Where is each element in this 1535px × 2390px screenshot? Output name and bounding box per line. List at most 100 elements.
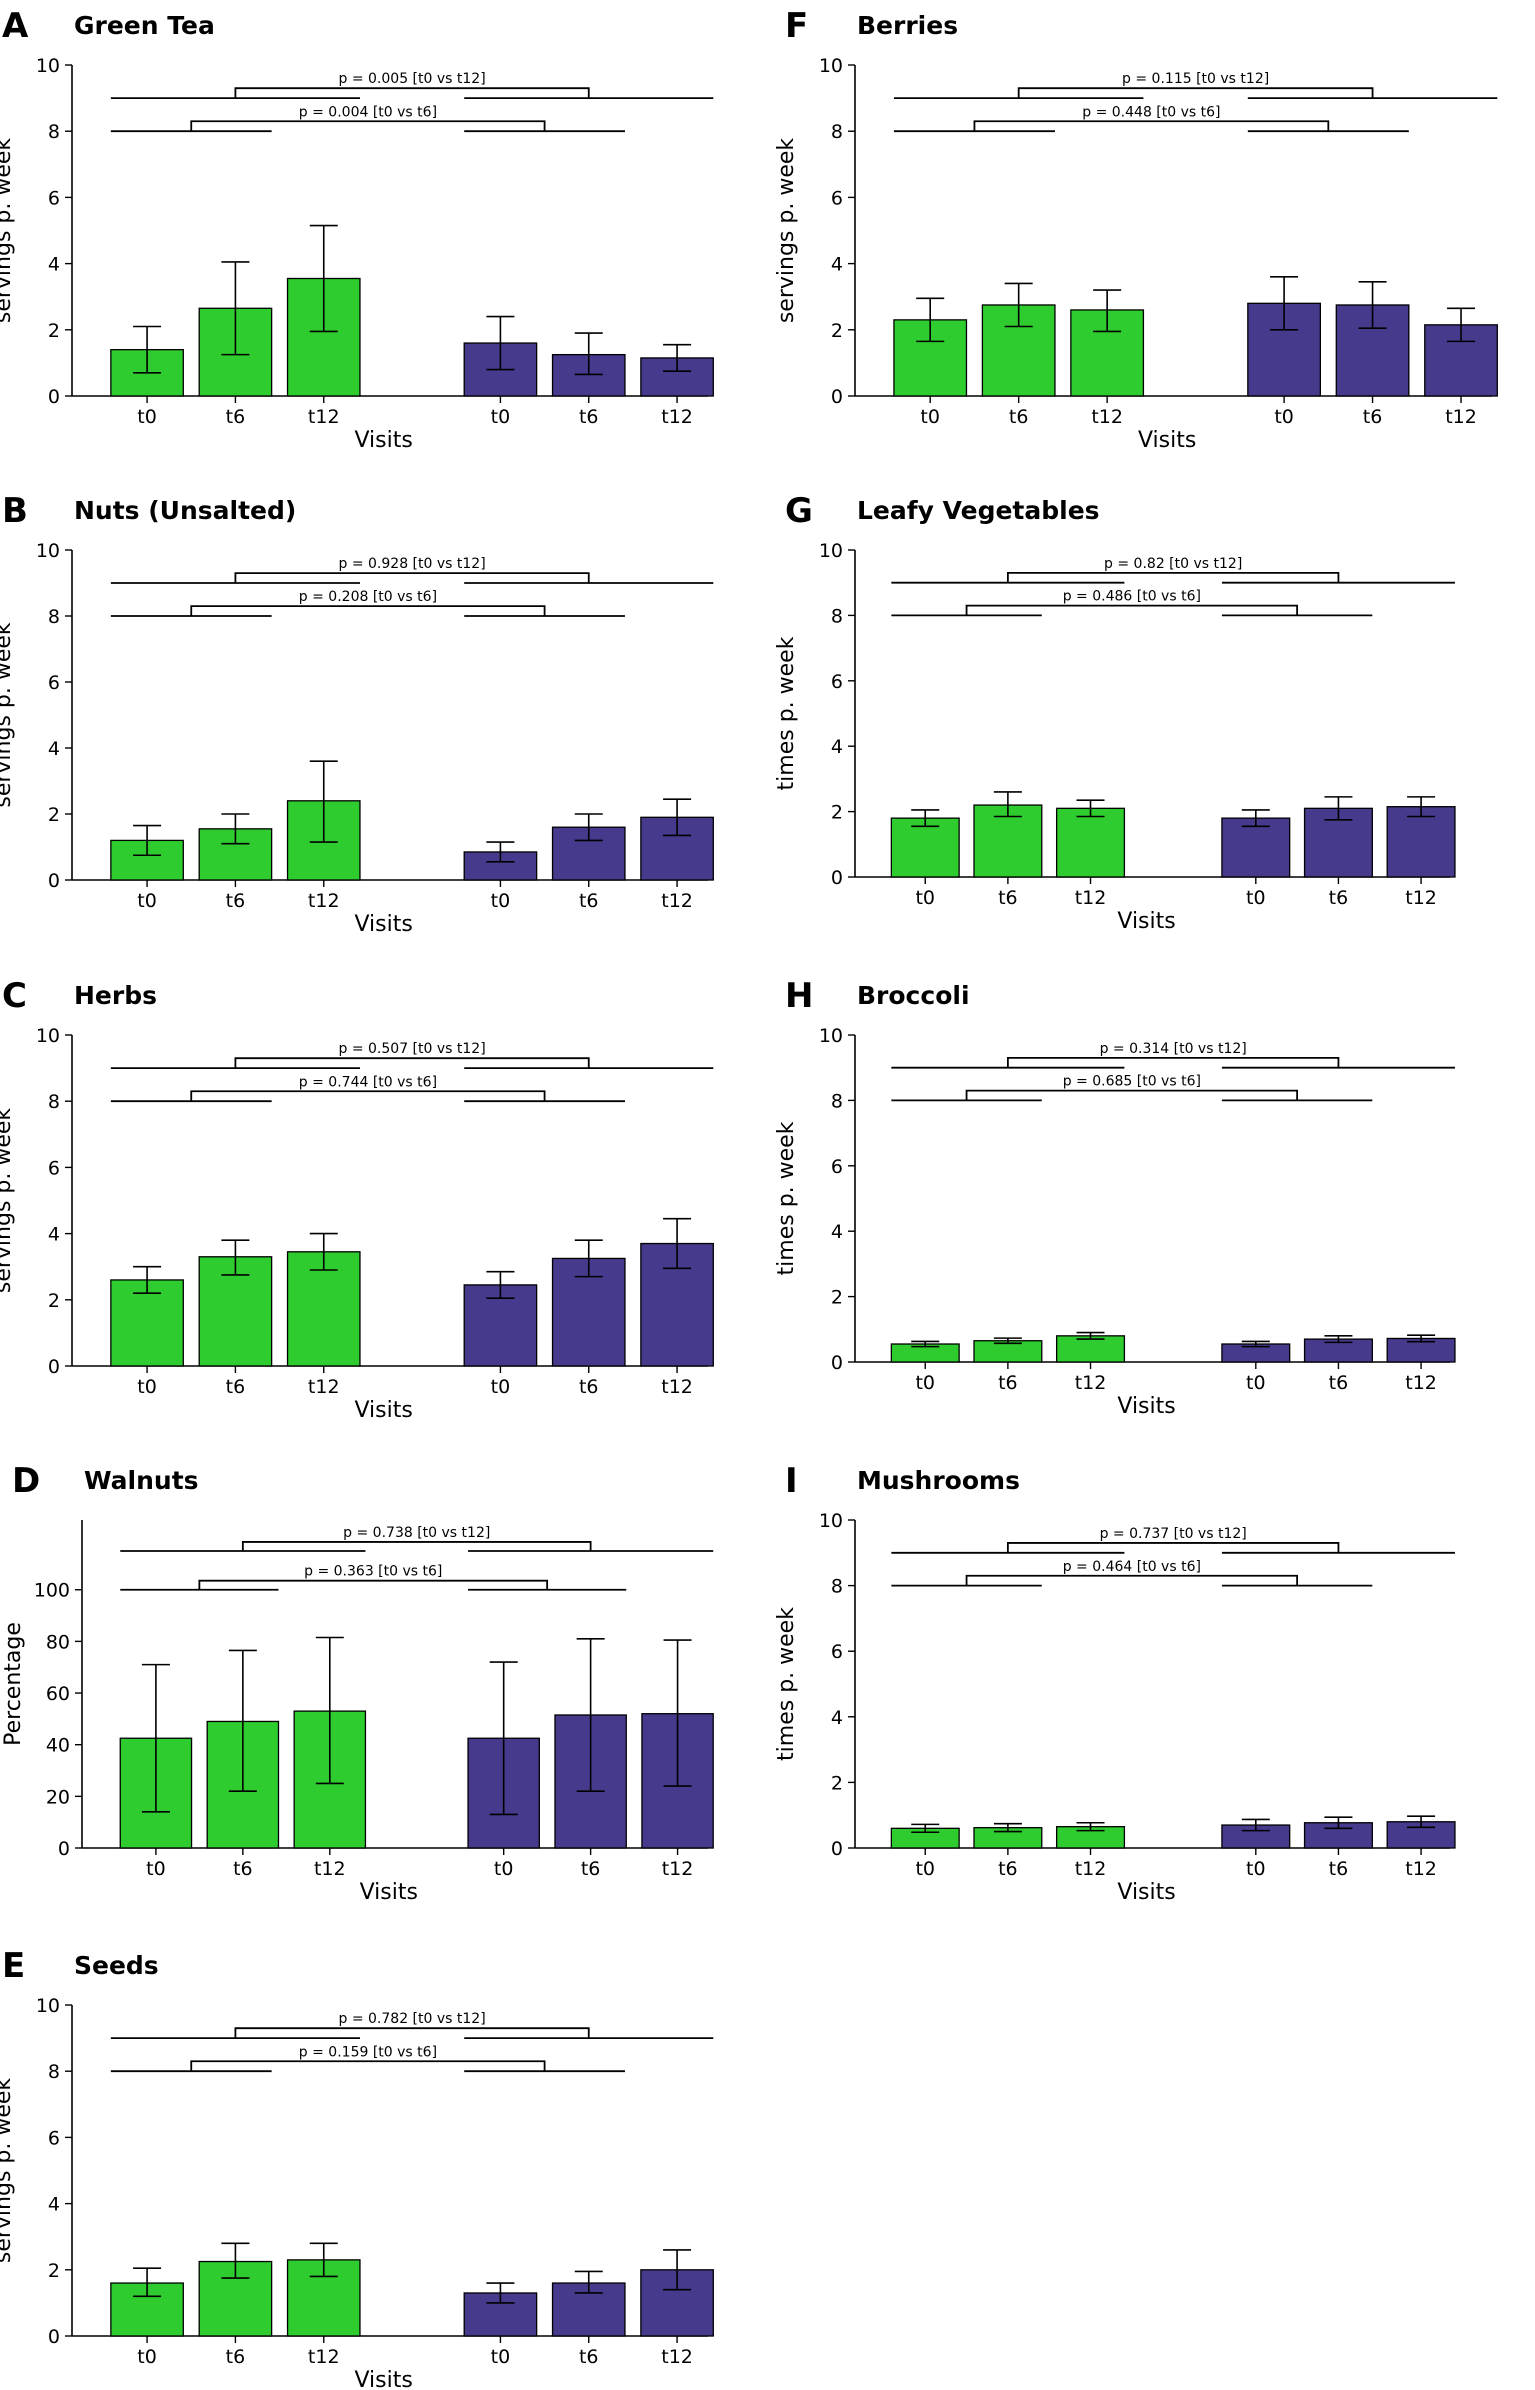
x-tick-label: t6 [579,1376,599,1398]
y-tick-label: 0 [48,2326,60,2348]
y-tick-label: 6 [48,1157,60,1179]
x-tick-label: t0 [137,1376,157,1398]
panel-title: Berries [857,11,958,40]
x-tick-label: t12 [661,1376,693,1398]
panel-title: Nuts (Unsalted) [74,496,296,525]
y-tick-label: 0 [831,1838,843,1860]
panel-title: Broccoli [857,981,970,1010]
chart-panel-e: E Seeds 0 2 4 6 8 10 servings p. week t0 t6 t12 t0 t6… [0,1946,714,2390]
y-tick-label: 8 [831,605,843,627]
x-tick-label: t12 [1405,1858,1437,1880]
panel-letter: A [2,6,29,46]
y-axis-label: Percentage [1,1622,26,1746]
panel-letter: H [785,976,813,1016]
x-tick-label: t0 [915,887,935,909]
x-tick-label: t12 [1405,1372,1437,1394]
y-tick-label: 4 [831,736,843,758]
chart-panel-d: D Walnuts 0 20 40 60 80 100 Percentage t0 t6 t12 t0 t… [1,1461,714,1905]
panel-letter: G [785,491,813,531]
panel-title: Walnuts [84,1466,199,1495]
y-tick-label: 8 [48,1091,60,1113]
y-tick-label: 6 [48,2127,60,2149]
bracket-connector [190,1090,546,1102]
x-tick-label: t0 [491,406,511,428]
x-tick-label: t0 [1274,406,1294,428]
p-value-label: p = 0.159 [t0 vs t6] [299,2044,437,2060]
x-tick-label: t0 [491,1376,511,1398]
p-value-label: p = 0.464 [t0 vs t6] [1063,1559,1201,1575]
y-axis-label: times p. week [774,1607,799,1761]
x-tick-label: t12 [1445,406,1477,428]
p-value-label: p = 0.507 [t0 vs t12] [339,1041,486,1057]
y-tick-label: 10 [819,55,843,77]
y-tick-label: 80 [46,1631,70,1653]
x-tick-label: t6 [1329,1858,1349,1880]
x-tick-label: t0 [915,1858,935,1880]
y-tick-label: 2 [48,320,60,342]
chart-panel-c: C Herbs 0 2 4 6 8 10 servings p. week t0 t6 t12 t0 t6… [0,976,714,1423]
x-tick-label: t0 [146,1858,166,1880]
x-tick-label: t12 [308,2346,340,2368]
y-tick-label: 4 [48,254,60,276]
x-tick-label: t6 [579,2346,599,2368]
panel-title: Mushrooms [857,1466,1020,1495]
x-axis-label: Visits [1138,428,1196,453]
y-axis-label: servings p. week [0,138,16,324]
bracket-connector [190,605,546,616]
y-tick-label: 10 [36,55,60,77]
chart-panel-i: I Mushrooms 0 2 4 6 8 10 times p. week t0 t6 t12 t0 t… [774,1461,1456,1905]
y-tick-label: 0 [48,1356,60,1378]
y-tick-label: 8 [831,1576,843,1598]
x-tick-label: t12 [1405,887,1437,909]
y-tick-label: 4 [48,2194,60,2216]
y-tick-label: 2 [831,802,843,824]
p-value-label: p = 0.738 [t0 vs t12] [343,1525,490,1541]
x-tick-label: t12 [308,1376,340,1398]
x-tick-label: t12 [1075,1372,1107,1394]
x-tick-label: t6 [226,406,246,428]
chart-panel-h: H Broccoli 0 2 4 6 8 10 times p. week t0 t6 t12 t0 t6… [774,976,1456,1419]
x-tick-label: t12 [308,890,340,912]
bracket-connector [1006,1542,1340,1553]
y-tick-label: 6 [48,672,60,694]
x-tick-label: t6 [1329,1372,1349,1394]
bracket-connector [965,1574,1299,1586]
chart-panel-b: B Nuts (Unsalted) 0 2 4 6 8 10 servings p. week t… [0,491,714,937]
x-tick-label: t12 [1075,887,1107,909]
y-tick-label: 0 [48,870,60,892]
y-tick-label: 60 [46,1683,70,1705]
y-tick-label: 0 [831,1352,843,1374]
panel-title: Leafy Vegetables [857,496,1100,525]
panel-letter: F [785,6,808,46]
p-value-label: p = 0.744 [t0 vs t6] [299,1074,437,1090]
bracket-connector [190,2060,546,2072]
x-tick-label: t6 [579,890,599,912]
y-tick-label: 20 [46,1786,70,1808]
x-tick-label: t0 [920,406,940,428]
x-tick-label: t0 [137,406,157,428]
y-axis-label: servings p. week [0,1108,16,1294]
p-value-label: p = 0.448 [t0 vs t6] [1082,104,1220,120]
x-tick-label: t6 [1329,887,1349,909]
bracket-connector [965,604,1299,616]
bar [1386,806,1456,878]
p-value-label: p = 0.004 [t0 vs t6] [299,104,437,120]
x-tick-label: t6 [1363,406,1383,428]
bracket-connector [234,87,590,99]
y-tick-label: 40 [46,1735,70,1757]
p-value-label: p = 0.363 [t0 vs t6] [304,1564,442,1580]
y-tick-label: 6 [48,187,60,209]
x-tick-label: t12 [661,2346,693,2368]
x-axis-label: Visits [360,1880,418,1905]
x-tick-label: t12 [661,890,693,912]
chart-panel-g: G Leafy Vegetables 0 2 4 6 8 10 times p. week t0 t… [774,491,1456,934]
chart-panel-a: A Green Tea 0 2 4 6 8 10 servings p. week t0 t6 t12… [0,6,714,453]
bracket-connector [1006,571,1340,583]
bracket-connector [1017,87,1374,99]
x-tick-label: t0 [915,1372,935,1394]
p-value-label: p = 0.737 [t0 vs t12] [1100,1526,1247,1542]
p-value-label: p = 0.782 [t0 vs t12] [339,2011,486,2027]
x-tick-label: t6 [998,1858,1018,1880]
bracket-connector [234,572,590,583]
